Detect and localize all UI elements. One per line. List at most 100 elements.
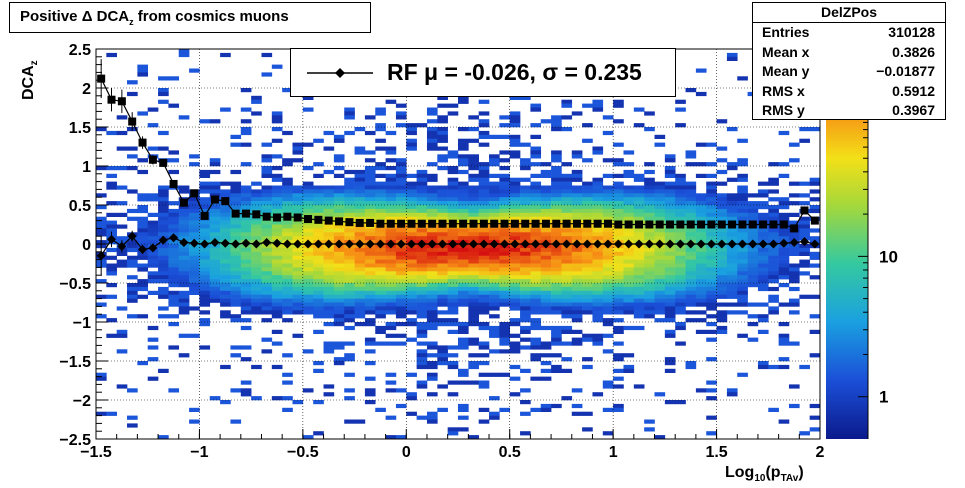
heatmap-cell [509,376,521,381]
heatmap-cell [230,290,242,295]
heatmap-cell [344,115,355,120]
heatmap-cell [592,189,604,194]
heatmap-cell [747,228,759,233]
heatmap-cell [592,99,604,104]
heatmap-cell [623,259,635,264]
heatmap-cell [778,275,790,280]
heatmap-cell [416,193,428,198]
heatmap-cell [654,212,666,217]
heatmap-cell [426,286,438,292]
heatmap-cell [261,166,273,171]
heatmap-cell [209,185,221,190]
heatmap-cell [261,302,273,307]
heatmap-cell [385,232,397,237]
heatmap-cell [726,275,738,280]
heatmap-cell [478,228,490,233]
heatmap-cell [747,251,759,256]
heatmap-cell [726,208,738,214]
heatmap-cell [282,208,293,214]
legend-label: RF μ = -0.026, σ = 0.235 [387,59,642,85]
heatmap-cell [189,255,200,260]
heatmap-cell [416,322,428,327]
data-point [314,215,323,224]
heatmap-cell [354,279,366,284]
heatmap-cell [654,279,666,284]
heatmap-cell [271,220,283,225]
heatmap-cell [675,310,686,315]
heatmap-cell [695,286,707,292]
heatmap-cell [675,236,686,241]
heatmap-cell [778,212,790,217]
heatmap-cell [654,205,666,210]
heatmap-cell [426,228,438,233]
heatmap-cell [333,263,345,268]
heatmap-cell [375,166,386,171]
heatmap-cell [726,290,738,295]
heatmap-cell [302,349,314,354]
heatmap-cell [292,150,304,155]
heatmap-cell [323,130,335,136]
heatmap-cell [602,271,614,276]
heatmap-cell [623,267,635,272]
heatmap-cell [426,259,438,264]
heatmap-cell [364,306,376,311]
heatmap-cell [395,267,407,272]
heatmap-cell [582,236,593,241]
stat-value: 0.5912 [892,82,935,99]
heatmap-cell [520,259,531,264]
heatmap-cell [437,166,448,171]
heatmap-cell [633,185,645,190]
heatmap-cell [799,244,810,249]
heatmap-cell [509,216,521,221]
heatmap-cell [809,415,821,420]
heatmap-cell [189,283,200,288]
heatmap-cell [602,290,614,295]
heatmap-cell [520,310,531,315]
heatmap-cell [768,162,779,167]
heatmap-cell [571,294,583,299]
data-point [613,239,623,249]
heatmap-cell [644,189,655,194]
heatmap-cell [364,193,376,198]
heatmap-cell [209,189,221,194]
heatmap-cell [364,271,376,276]
heatmap-cell [395,169,407,175]
stat-label: RMS y [762,102,805,118]
heatmap-cell [447,154,459,159]
heatmap-cell [644,111,655,116]
heatmap-cell [426,372,438,377]
heatmap-cell [230,419,242,424]
heatmap-cell [437,208,448,214]
heatmap-cell [644,275,655,280]
heatmap-cell [302,142,314,147]
heatmap-cell [478,325,490,331]
heatmap-cell [613,189,624,194]
heatmap-cell [426,298,438,303]
heatmap-cell [695,142,707,147]
heatmap-cell [623,310,635,315]
heatmap-cell [757,205,769,210]
data-point [748,220,757,229]
heatmap-cell [675,275,686,280]
heatmap-cell [768,259,779,264]
heatmap-cell [333,341,345,346]
heatmap-cell [613,279,624,284]
heatmap-cell [478,162,490,167]
heatmap-cell [468,232,479,237]
heatmap-cell [582,310,593,315]
heatmap-cell [706,201,717,206]
heatmap-cell [664,329,676,334]
heatmap-cell [313,255,324,260]
heatmap-cell [737,302,748,307]
heatmap-cell [395,205,407,210]
heatmap-cell [664,283,676,288]
heatmap-cell [509,275,521,280]
heatmap-cell [106,224,117,229]
heatmap-cell [458,283,469,288]
heatmap-cell [447,247,459,253]
heatmap-cell [426,306,438,311]
heatmap-cell [437,290,448,295]
heatmap-cell [478,290,490,295]
heatmap-cell [540,353,552,358]
heatmap-cell [737,298,748,303]
